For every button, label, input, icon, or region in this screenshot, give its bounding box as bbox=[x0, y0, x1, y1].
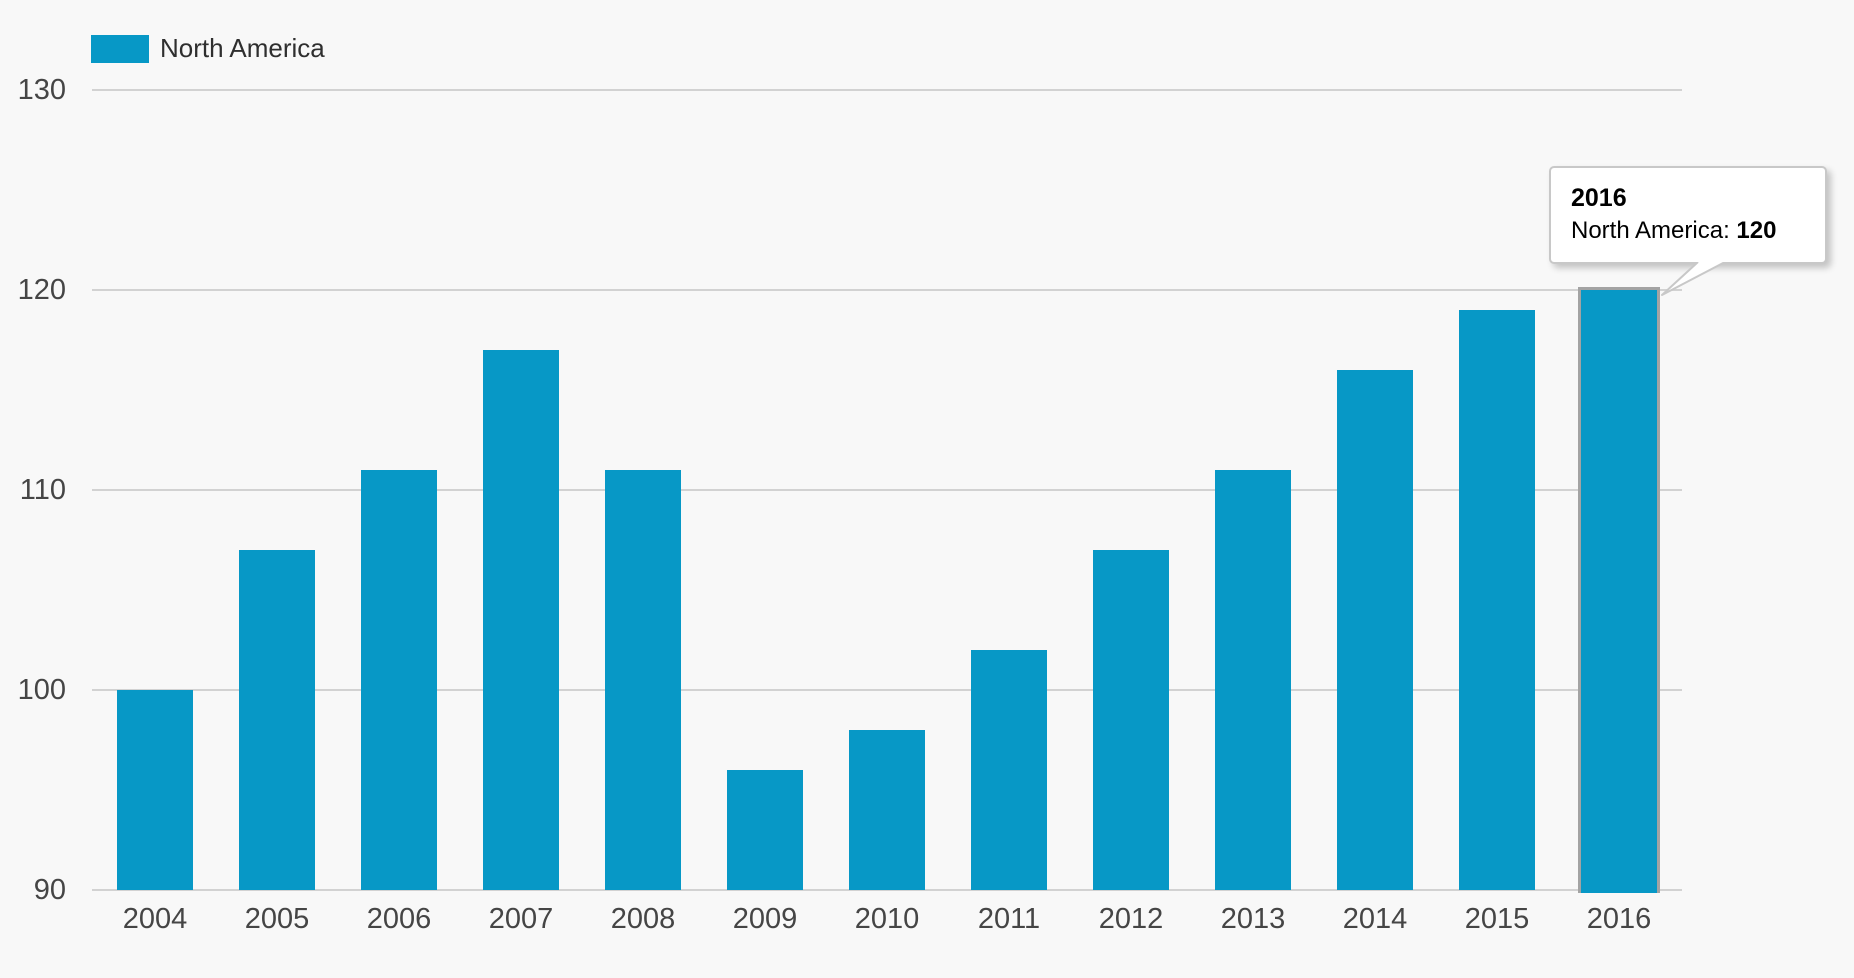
x-axis-label: 2011 bbox=[977, 903, 1041, 935]
bar-2016[interactable] bbox=[1578, 287, 1660, 893]
x-axis-label: 2010 bbox=[854, 903, 920, 935]
x-axis-label: 2016 bbox=[1586, 903, 1652, 935]
x-axis-label: 2015 bbox=[1464, 903, 1530, 935]
bar-2012[interactable] bbox=[1093, 550, 1169, 890]
y-axis-label: 100 bbox=[17, 674, 66, 706]
x-axis-label: 2009 bbox=[732, 903, 798, 935]
x-axis-label: 2007 bbox=[488, 903, 554, 935]
x-axis-label: 2012 bbox=[1098, 903, 1164, 935]
bar-2013[interactable] bbox=[1215, 470, 1291, 890]
x-axis-label: 2005 bbox=[244, 903, 310, 935]
x-axis-label: 2004 bbox=[122, 903, 188, 935]
y-axis-label: 110 bbox=[19, 474, 66, 506]
x-axis-label: 2014 bbox=[1342, 903, 1408, 935]
bar-2009[interactable] bbox=[727, 770, 803, 890]
legend-label: North America bbox=[160, 33, 325, 63]
bar-2015[interactable] bbox=[1459, 310, 1535, 890]
y-axis-label: 120 bbox=[17, 274, 66, 306]
gridline bbox=[92, 489, 1682, 491]
bar-2014[interactable] bbox=[1337, 370, 1413, 890]
tooltip-callout-arrow bbox=[1661, 262, 1726, 296]
bar-2008[interactable] bbox=[605, 470, 681, 890]
tooltip-header: 2016 bbox=[1571, 184, 1627, 212]
tooltip-separator: : bbox=[1723, 217, 1737, 244]
x-axis-label: 2006 bbox=[366, 903, 432, 935]
tooltip-value: 120 bbox=[1736, 217, 1777, 244]
bar-2006[interactable] bbox=[361, 470, 437, 890]
tooltip: 2016 North America: 120 bbox=[1549, 166, 1827, 296]
gridline bbox=[92, 89, 1682, 91]
gridline bbox=[92, 889, 1682, 891]
gridline bbox=[92, 289, 1682, 291]
x-axis-label: 2008 bbox=[610, 903, 676, 935]
bar-2007[interactable] bbox=[483, 350, 559, 890]
legend-swatch-icon bbox=[91, 34, 149, 63]
y-axis-label: 130 bbox=[17, 74, 66, 106]
bar-2005[interactable] bbox=[239, 550, 315, 890]
gridline bbox=[92, 689, 1682, 691]
bar-2010[interactable] bbox=[849, 730, 925, 890]
x-axis-label: 2013 bbox=[1220, 903, 1286, 935]
tooltip-body: North America: 120 bbox=[1571, 214, 1805, 247]
y-axis-label: 90 bbox=[33, 874, 66, 906]
bar-2011[interactable] bbox=[971, 650, 1047, 890]
bar-2004[interactable] bbox=[117, 690, 193, 890]
legend-item[interactable]: North America bbox=[91, 33, 325, 64]
tooltip-series-label: North America bbox=[1571, 217, 1724, 244]
